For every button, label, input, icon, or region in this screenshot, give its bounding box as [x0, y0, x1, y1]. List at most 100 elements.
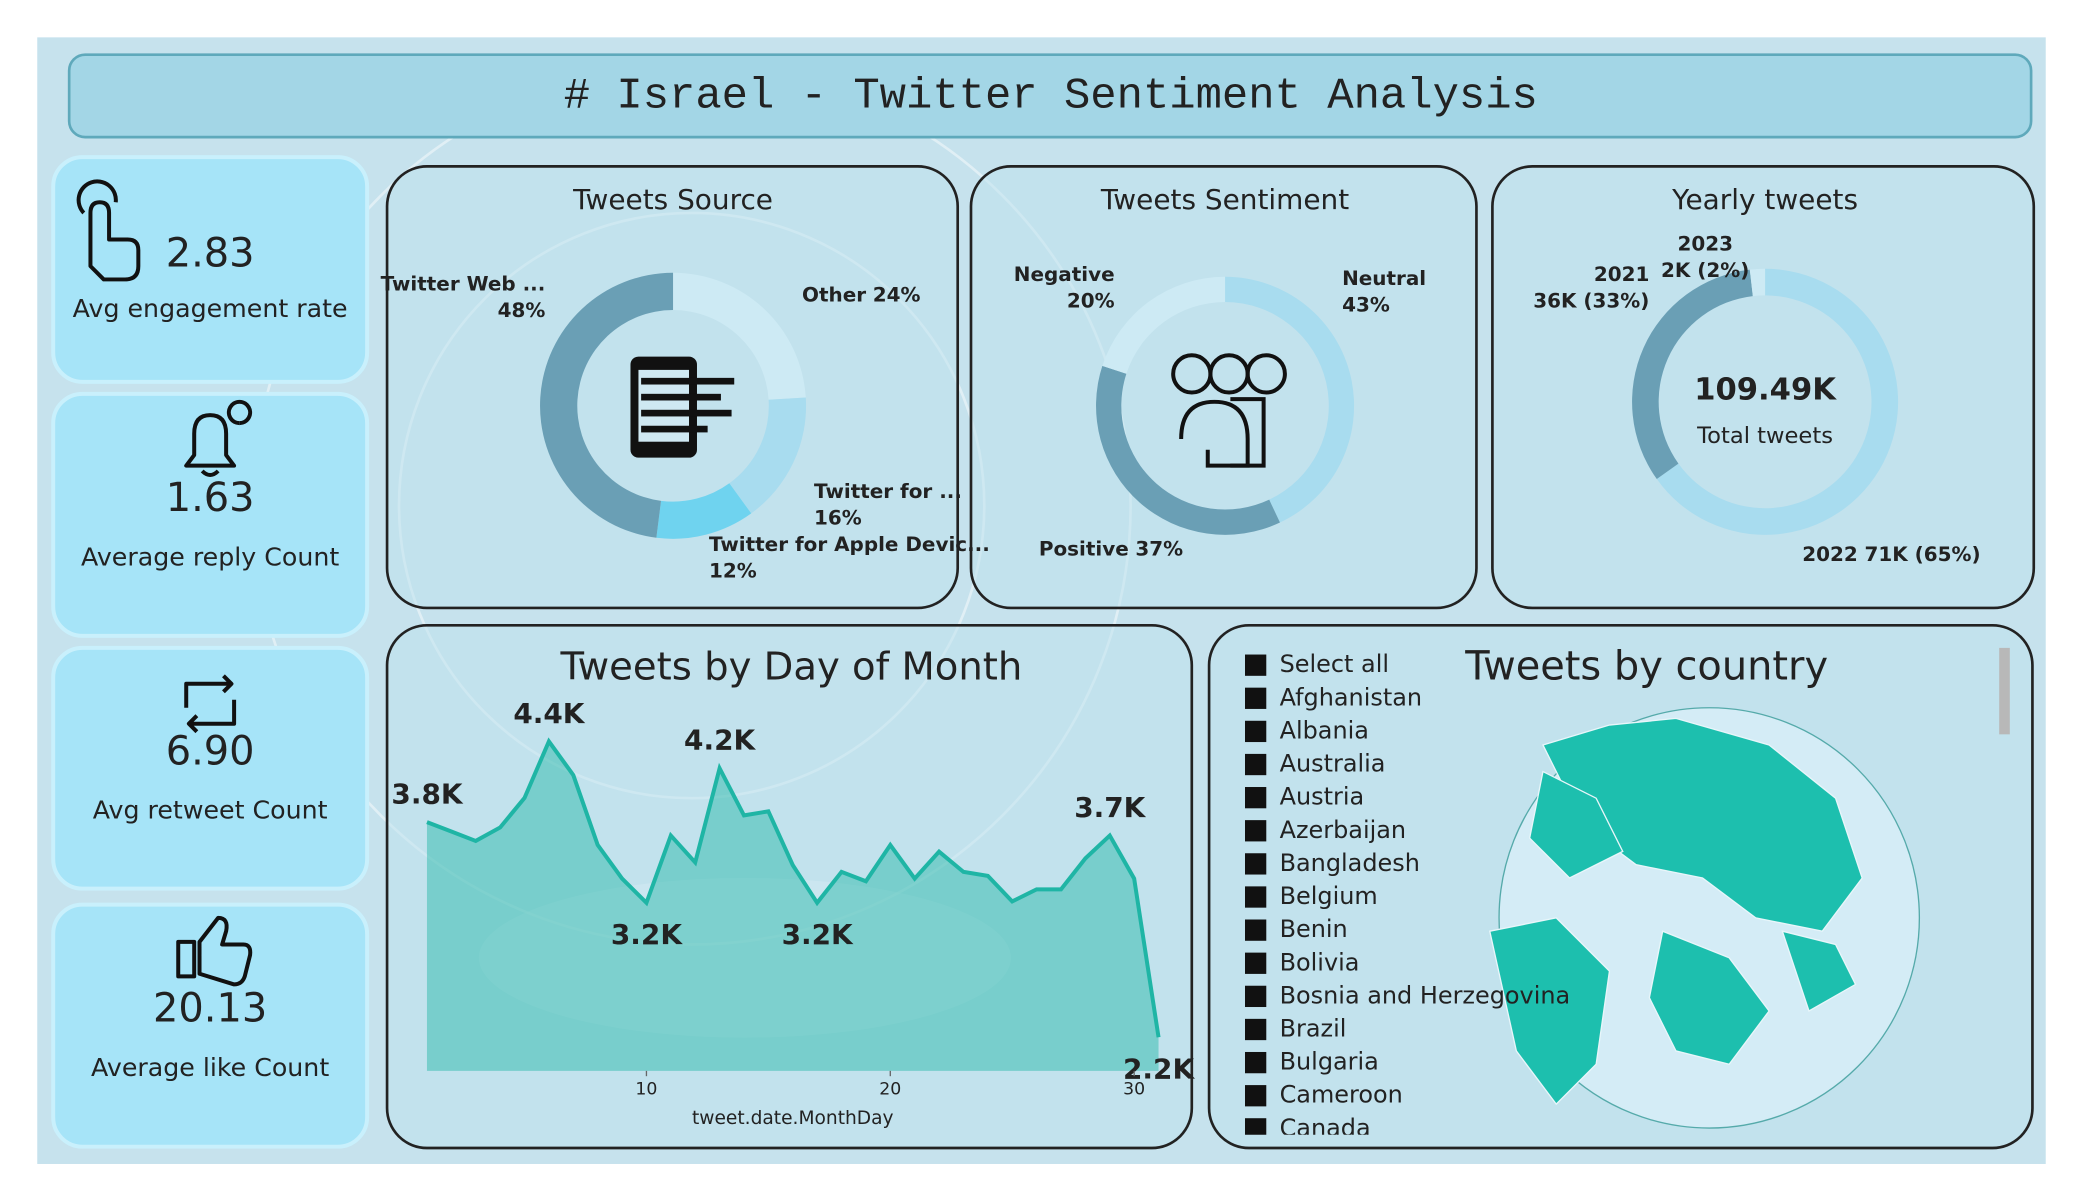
- slice-label: 2022: [1802, 541, 1858, 565]
- slice-value-label: 16%: [814, 505, 862, 529]
- data-label: 3.8K: [391, 778, 463, 811]
- x-tick-label: 30: [1123, 1079, 1145, 1099]
- slice-label: 2023: [1677, 231, 1733, 255]
- slicer-item[interactable]: Azerbaijan: [1280, 816, 1407, 844]
- slicer-item[interactable]: Austria: [1280, 783, 1365, 811]
- slice-label: Twitter for Apple Devic...: [709, 532, 990, 556]
- slicer-item[interactable]: Bosnia and Herzegovina: [1280, 981, 1571, 1009]
- kpi-label: Avg retweet Count: [93, 796, 328, 825]
- phone-icon: [630, 356, 735, 458]
- slicer-checkbox[interactable]: [1245, 720, 1267, 743]
- slicer-checkbox[interactable]: [1245, 1051, 1267, 1074]
- center-value: 109.49K: [1694, 373, 1837, 408]
- chart-title: Yearly tweets: [1671, 183, 1858, 216]
- slice-value-label: 37%: [1135, 536, 1183, 560]
- kpi-card: [51, 391, 370, 638]
- slicer-item[interactable]: Brazil: [1280, 1014, 1347, 1042]
- data-label: 2.2K: [1123, 1053, 1195, 1086]
- slice-value-label: 48%: [498, 298, 546, 322]
- kpi-icon: [176, 915, 253, 987]
- kpi-icon: [184, 674, 237, 734]
- x-tick-label: 20: [879, 1079, 901, 1099]
- area-fill: [426, 741, 1159, 1071]
- slicer-item[interactable]: Australia: [1280, 750, 1386, 778]
- slicer-item[interactable]: Afghanistan: [1280, 683, 1423, 711]
- slicer-checkbox[interactable]: [1245, 886, 1267, 908]
- kpi-label: Average reply Count: [81, 542, 339, 571]
- slicer-list: Select all Afghanistan Albania Australia Aus…: [1245, 650, 1571, 1142]
- kpi-icon: [76, 179, 141, 282]
- slicer-item[interactable]: Bolivia: [1280, 948, 1360, 976]
- kpi-card: [51, 155, 370, 384]
- data-label: 3.7K: [1074, 791, 1146, 824]
- donut-slice: [1102, 276, 1226, 374]
- slice-label: Twitter Web ...: [381, 271, 546, 295]
- slicer-checkbox[interactable]: [1245, 1085, 1267, 1107]
- kpi-card: [51, 645, 370, 891]
- slicer-checkbox[interactable]: [1245, 687, 1267, 709]
- slicer-checkbox[interactable]: [1245, 1118, 1267, 1139]
- slicer-checkbox[interactable]: [1245, 753, 1267, 776]
- slicer-checkbox[interactable]: [1245, 985, 1267, 1008]
- x-tick-label: 10: [635, 1079, 657, 1099]
- data-label: 4.4K: [513, 697, 585, 730]
- data-label: 3.2K: [782, 918, 854, 951]
- donut-slice: [540, 272, 674, 538]
- area-line: [426, 737, 1161, 1038]
- scrollbar[interactable]: [1999, 647, 2010, 735]
- slicer-item[interactable]: Bangladesh: [1280, 849, 1420, 877]
- kpi-value: 20.13: [153, 986, 267, 1032]
- slicer-checkbox[interactable]: [1245, 853, 1267, 875]
- globe-map: [1488, 707, 1921, 1129]
- data-label: 3.2K: [611, 918, 683, 951]
- slice-value-label: 43%: [1342, 293, 1390, 317]
- slicer-checkbox[interactable]: [1245, 787, 1267, 809]
- x-axis-label: tweet.date.MonthDay: [692, 1108, 894, 1129]
- kpi-value: 1.63: [166, 475, 255, 521]
- slicer-checkbox[interactable]: [1245, 654, 1267, 676]
- slicer-title: Tweets by country: [1464, 644, 1828, 690]
- kpi-value: 2.83: [166, 230, 255, 276]
- chart-title: Tweets Source: [572, 183, 773, 216]
- slice-label-group: Positive 37%: [1039, 536, 1183, 560]
- donut-slice: [729, 397, 807, 514]
- slicer-item[interactable]: Canada: [1280, 1114, 1371, 1142]
- header-bar: [67, 53, 2033, 139]
- slicer-item[interactable]: Belgium: [1280, 882, 1378, 910]
- slicer-item[interactable]: Albania: [1280, 716, 1369, 744]
- slice-label: Negative: [1014, 262, 1115, 286]
- kpi-label: Average like Count: [91, 1053, 329, 1082]
- slicer-item[interactable]: Cameroon: [1280, 1081, 1403, 1109]
- slice-label-group: 2022 71K (65%): [1802, 541, 1980, 565]
- donut-slice: [1225, 276, 1355, 523]
- slicer-checkbox[interactable]: [1245, 919, 1267, 941]
- slice-label: 2021: [1594, 262, 1650, 286]
- chart-title: Tweets by Day of Month: [559, 645, 1022, 690]
- slice-value-label: 20%: [1067, 289, 1115, 313]
- slicer-item[interactable]: Benin: [1280, 915, 1348, 943]
- slicer-item[interactable]: Bulgaria: [1280, 1048, 1379, 1076]
- chart-title: Tweets Sentiment: [1100, 183, 1349, 216]
- slicer-checkbox[interactable]: [1245, 1018, 1267, 1041]
- data-label: 4.2K: [684, 724, 756, 757]
- slice-value-label: 36K (33%): [1533, 289, 1649, 313]
- panel: [385, 623, 1194, 1150]
- kpi-value: 6.90: [166, 728, 255, 774]
- sentiment-icon: [1171, 353, 1287, 468]
- slicer-item[interactable]: Select all: [1280, 650, 1389, 678]
- donut-slice: [656, 483, 752, 539]
- slice-value-label: 71K (65%): [1864, 541, 1980, 565]
- slice-value-label: 12%: [709, 559, 757, 583]
- slice-label-group: Other 24%: [802, 282, 920, 306]
- slice-label: Twitter for ...: [814, 479, 962, 503]
- slice-label: Neutral: [1342, 266, 1426, 290]
- donut-slice: [1096, 365, 1280, 535]
- donut-slice: [1632, 269, 1753, 480]
- kpi-card: [51, 902, 370, 1149]
- donut-slice: [1749, 268, 1766, 297]
- slicer-checkbox[interactable]: [1245, 820, 1267, 842]
- slicer-checkbox[interactable]: [1245, 952, 1267, 974]
- kpi-label: Avg engagement rate: [73, 294, 348, 323]
- slice-value-label: 2K (2%): [1661, 258, 1749, 282]
